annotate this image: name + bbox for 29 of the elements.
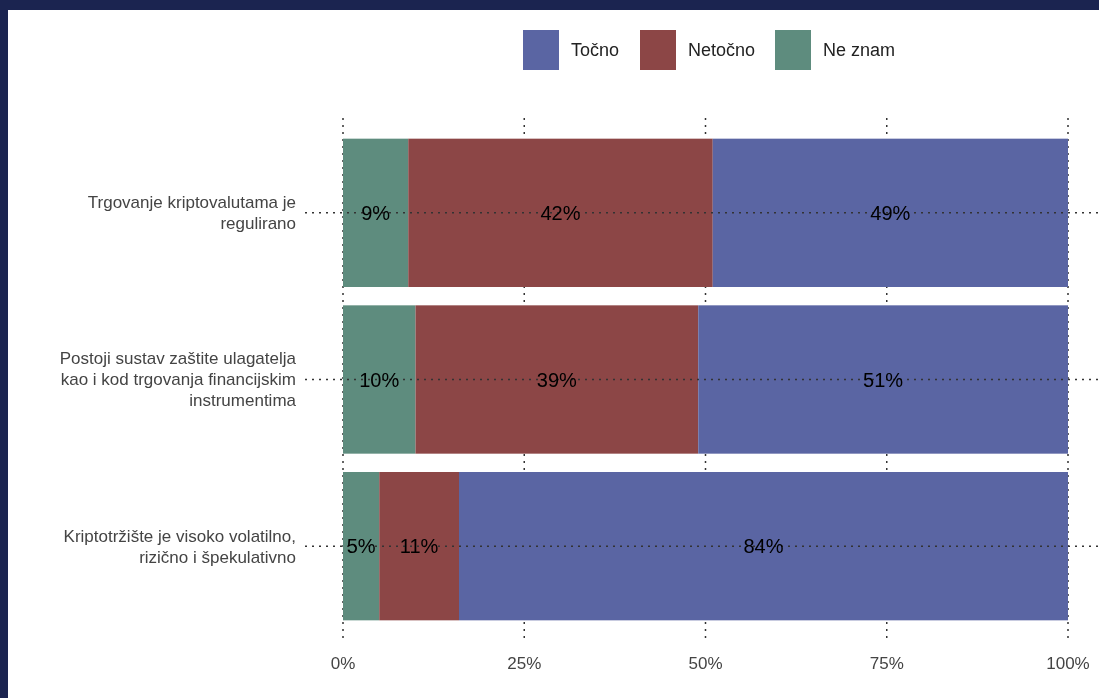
data-label: 11% — [399, 535, 439, 558]
y-tick-label: Kriptotržište je visoko volatilno, rizično i špekulativno — [63, 526, 296, 567]
data-label: 9% — [361, 201, 391, 224]
x-tick-label: 75% — [869, 654, 904, 673]
x-tick-label: 25% — [507, 654, 542, 673]
bar — [459, 472, 1068, 621]
bar — [698, 305, 1068, 454]
x-tick-label: 50% — [688, 654, 723, 673]
bar — [343, 305, 416, 454]
bar — [343, 472, 380, 621]
data-label: 84% — [743, 535, 784, 558]
bar — [379, 472, 459, 621]
data-label: 39% — [536, 368, 578, 391]
data-label: 5% — [346, 535, 376, 558]
x-tick-label: 100% — [1046, 654, 1090, 673]
bar — [712, 138, 1068, 287]
bar — [408, 138, 713, 287]
data-label: 49% — [870, 201, 911, 224]
legend-label: Netočno — [688, 40, 756, 61]
bar — [343, 138, 409, 287]
legend-label: Ne znam — [823, 40, 896, 61]
bar — [415, 305, 699, 454]
data-label: 51% — [863, 368, 904, 391]
data-label: 42% — [540, 201, 581, 224]
x-tick-label: 0% — [330, 654, 356, 673]
legend-label: Točno — [571, 40, 620, 61]
data-label: 10% — [359, 368, 400, 391]
y-tick-label: Postoji sustav zaštite ulagatelja kao i kod trgovanja financijskim instrumentima — [59, 349, 297, 411]
y-tick-label: Trgovanje kriptovalutama je regulirano — [87, 193, 296, 234]
